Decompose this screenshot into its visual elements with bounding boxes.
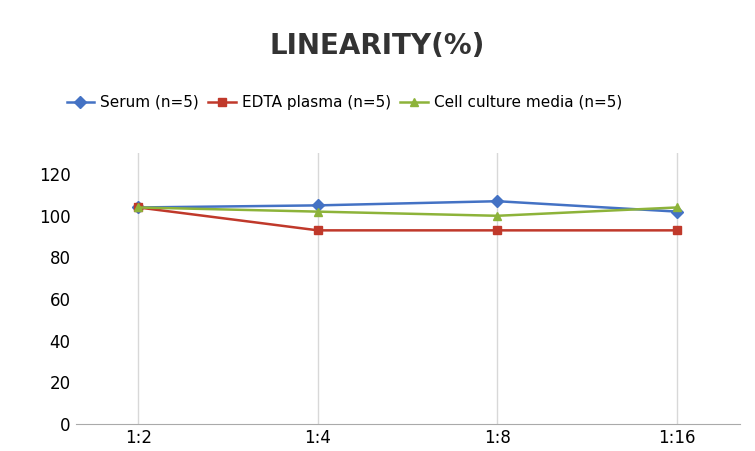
Line: Serum (n=5): Serum (n=5) xyxy=(134,197,681,216)
Text: LINEARITY(%): LINEARITY(%) xyxy=(270,32,485,60)
Line: Cell culture media (n=5): Cell culture media (n=5) xyxy=(134,203,681,220)
Cell culture media (n=5) xyxy=(673,205,682,210)
Cell culture media (n=5) xyxy=(134,205,143,210)
Serum (n=5) xyxy=(673,209,682,214)
Line: EDTA plasma (n=5): EDTA plasma (n=5) xyxy=(134,203,681,235)
EDTA plasma (n=5) xyxy=(134,205,143,210)
Serum (n=5) xyxy=(493,198,502,204)
EDTA plasma (n=5) xyxy=(673,228,682,233)
EDTA plasma (n=5) xyxy=(493,228,502,233)
Serum (n=5) xyxy=(134,205,143,210)
Legend: Serum (n=5), EDTA plasma (n=5), Cell culture media (n=5): Serum (n=5), EDTA plasma (n=5), Cell cul… xyxy=(60,89,628,116)
Cell culture media (n=5) xyxy=(493,213,502,218)
Cell culture media (n=5) xyxy=(313,209,322,214)
EDTA plasma (n=5) xyxy=(313,228,322,233)
Serum (n=5) xyxy=(313,202,322,208)
